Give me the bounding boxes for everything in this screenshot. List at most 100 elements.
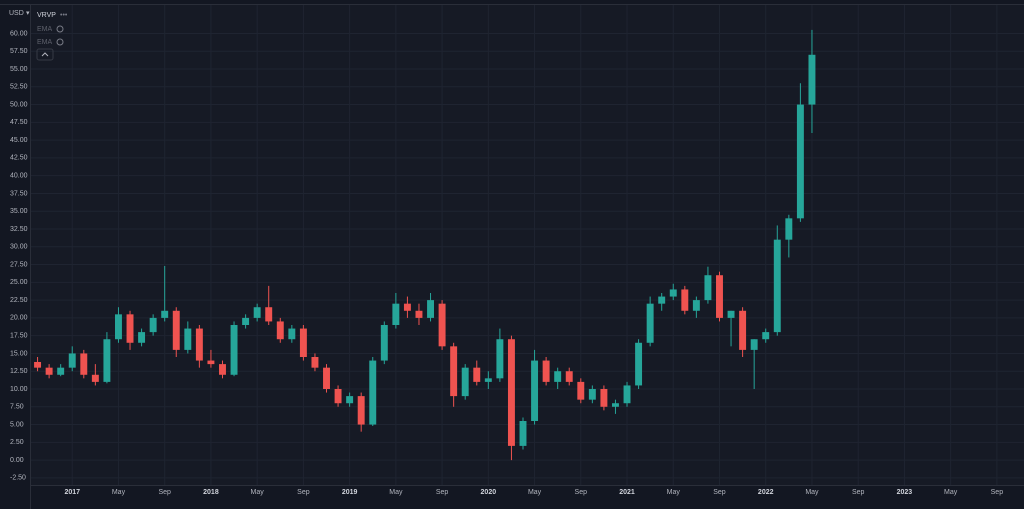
candle-body [357,396,365,425]
candle-body [288,328,296,340]
candle-body [577,381,585,400]
candle-body [461,367,469,397]
candle-body [646,303,654,343]
x-tick-label: 2022 [758,489,774,496]
y-tick-label: 57.50 [10,48,28,55]
y-tick-label: 37.50 [10,190,28,197]
x-tick-label: 2017 [64,489,80,496]
candle-body [230,325,238,375]
candle-body [681,289,689,311]
y-tick-label: 2.50 [10,439,24,446]
y-tick-label: 27.50 [10,261,28,268]
candle-body [727,310,735,318]
indicator-label[interactable]: EMA [37,26,53,33]
candle-body [796,104,804,219]
candle-body [716,275,723,318]
candle-body [496,339,504,379]
candle-body [403,303,411,311]
x-tick-label: May [805,489,819,496]
x-tick-label: May [944,489,958,496]
x-tick-label: 2020 [481,489,497,496]
candle-body [507,339,515,446]
candle-body [450,346,458,397]
candle-body [588,389,596,400]
x-tick-label: May [667,489,681,496]
candle-body [438,303,446,347]
candle-body [161,310,169,318]
x-tick-label: May [251,489,265,496]
candle-body [808,54,816,105]
y-tick-label: 40.00 [10,173,28,180]
candle-body [114,314,122,340]
currency-label[interactable]: USD [9,10,24,17]
y-tick-label: 25.00 [10,279,28,286]
candle-body [380,325,388,361]
x-tick-label: 2023 [897,489,913,496]
y-tick-label: 35.00 [10,208,28,215]
candle-body [172,310,180,350]
candle-body [311,357,319,368]
x-tick-label: Sep [713,489,726,496]
candle-body [195,328,203,361]
candle-body [658,296,666,304]
x-tick-label: May [112,489,126,496]
y-tick-label: 55.00 [10,66,28,73]
y-tick-label: 7.50 [10,404,24,411]
candle-body [600,389,608,407]
y-tick-label: 0.00 [10,457,24,464]
visibility-icon[interactable] [56,38,64,46]
plot-area [30,5,1024,485]
indicator-menu[interactable]: ••• [60,12,68,19]
y-tick-label: 50.00 [10,101,28,108]
candle-body [542,360,550,382]
candle-body [91,374,99,382]
candle-body [207,360,215,365]
collapse-icon [41,52,49,57]
candles [34,29,816,461]
y-tick-label: 30.00 [10,244,28,251]
candle-body [750,339,758,350]
candle-body [392,303,400,325]
candle-body [242,317,250,325]
candle-body [276,321,284,340]
x-tick-label: 2018 [203,489,219,496]
candle-body [34,361,42,368]
visibility-icon[interactable] [56,25,64,33]
candle-body [299,328,307,357]
candle-body [126,314,134,343]
candle-body [184,328,192,350]
candle-body [427,300,435,318]
y-tick-label: 15.00 [10,350,28,357]
collapse-button[interactable] [36,48,54,61]
candle-body [704,275,712,301]
y-tick-label: 17.50 [10,333,28,340]
candle-body [611,403,619,407]
indicator-label[interactable]: EMA [37,39,53,46]
x-tick-label: Sep [436,489,449,496]
y-tick-label: 20.00 [10,315,28,322]
candle-body [519,421,527,446]
candle-body [103,339,111,382]
candle-body [219,364,226,375]
x-tick-label: Sep [575,489,588,496]
candle-body [473,367,481,382]
y-tick-label: 22.50 [10,297,28,304]
candle-body [415,310,423,318]
indicator-label[interactable]: VRVP [37,12,56,19]
currency-caret[interactable]: ▾ [26,10,30,17]
x-tick-label: 2019 [342,489,358,496]
x-tick-label: Sep [991,489,1004,496]
candle-body [253,307,261,318]
y-tick-label: -2.50 [10,475,26,482]
y-tick-label: 42.50 [10,155,28,162]
candle-body [554,371,562,382]
x-tick-label: Sep [852,489,865,496]
y-tick-label: 60.00 [10,30,28,37]
y-tick-label: 32.50 [10,226,28,233]
y-tick-label: 5.00 [10,421,24,428]
candle-body [80,353,88,375]
candle-body [138,332,146,343]
candle-body [773,239,781,333]
candle-body [323,367,330,389]
